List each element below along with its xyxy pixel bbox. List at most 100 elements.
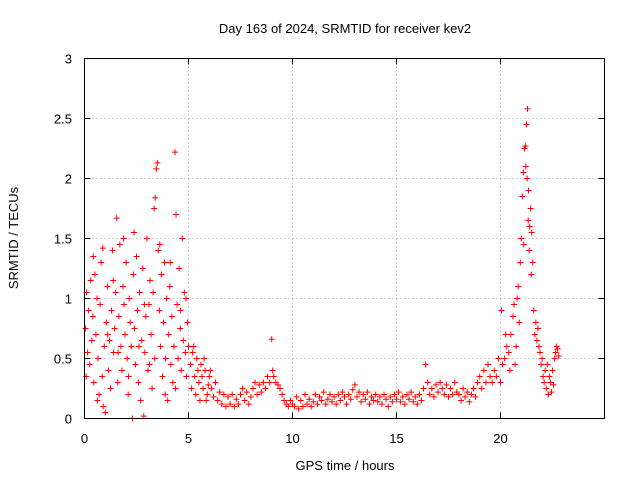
data-point (491, 367, 498, 374)
data-point (428, 385, 435, 392)
data-point (245, 401, 252, 408)
data-point (262, 385, 269, 392)
data-point (482, 379, 489, 386)
data-point (538, 361, 545, 368)
data-point (464, 389, 471, 396)
data-point (92, 331, 99, 338)
data-point (451, 379, 458, 386)
data-point (139, 265, 146, 272)
data-point (362, 396, 369, 403)
data-point (526, 247, 533, 254)
data-point (222, 403, 229, 410)
data-point (547, 379, 554, 386)
data-point (146, 361, 153, 368)
data-point (414, 401, 421, 408)
x-tick-labels: 0 5 10 15 20 (81, 431, 508, 446)
data-point (202, 367, 209, 374)
data-point (397, 398, 404, 405)
data-point (351, 381, 358, 388)
x-tick-label: 15 (389, 431, 403, 446)
data-point (498, 307, 505, 314)
data-point (131, 229, 138, 236)
data-point (549, 367, 556, 374)
data-point (229, 391, 236, 398)
data-point (291, 403, 298, 410)
data-point (100, 403, 107, 410)
data-point (104, 331, 111, 338)
data-point (364, 389, 371, 396)
data-point (178, 367, 185, 374)
data-point (84, 349, 91, 356)
data-point (167, 259, 174, 266)
data-point (356, 389, 363, 396)
data-point (134, 307, 141, 314)
data-point (345, 391, 352, 398)
data-point (551, 355, 558, 362)
data-point (308, 403, 315, 410)
data-point (107, 385, 114, 392)
chart-title: Day 163 of 2024, SRMTID for receiver kev… (219, 21, 471, 36)
data-point (189, 349, 196, 356)
data-point (171, 149, 178, 156)
data-point (115, 349, 122, 356)
data-point (403, 391, 410, 398)
data-point (88, 337, 95, 344)
data-point (212, 379, 219, 386)
x-tick-label: 20 (493, 431, 507, 446)
data-point (150, 289, 157, 296)
data-point (408, 389, 415, 396)
data-point (269, 367, 276, 374)
data-point (147, 277, 154, 284)
data-point (539, 355, 546, 362)
data-point (554, 345, 561, 352)
data-point (159, 373, 166, 380)
data-point (297, 397, 304, 404)
data-point (485, 361, 492, 368)
data-point (231, 403, 238, 410)
data-point (169, 379, 176, 386)
data-point (532, 319, 539, 326)
data-point (85, 307, 92, 314)
data-point (507, 331, 514, 338)
data-point (304, 401, 311, 408)
data-point (468, 391, 475, 398)
data-point (190, 343, 197, 350)
data-point (148, 331, 155, 338)
data-point (358, 398, 365, 405)
data-point (530, 307, 537, 314)
data-point (114, 379, 121, 386)
data-point (366, 401, 373, 408)
data-point (135, 343, 142, 350)
data-point (420, 385, 427, 392)
data-point (349, 386, 356, 393)
data-point (101, 343, 108, 350)
y-tick-label: 2.5 (54, 112, 72, 127)
data-point (153, 165, 160, 172)
y-tick-label: 1.5 (54, 232, 72, 247)
data-point (520, 241, 527, 248)
data-point (192, 391, 199, 398)
data-point (141, 301, 148, 308)
data-point (329, 398, 336, 405)
data-point (182, 349, 189, 356)
data-point (322, 401, 329, 408)
y-tick-label: 0.5 (54, 352, 72, 367)
data-point (374, 398, 381, 405)
data-point (137, 397, 144, 404)
data-point (93, 295, 100, 302)
data-point (188, 385, 195, 392)
data-point (347, 396, 354, 403)
data-point (455, 391, 462, 398)
data-point (115, 313, 122, 320)
data-point (312, 391, 319, 398)
data-point (316, 393, 323, 400)
data-point (460, 385, 467, 392)
data-point (537, 349, 544, 356)
data-point (104, 283, 111, 290)
data-point (172, 385, 179, 392)
data-point (200, 385, 207, 392)
data-point (416, 391, 423, 398)
data-point (179, 235, 186, 242)
data-point (187, 361, 194, 368)
